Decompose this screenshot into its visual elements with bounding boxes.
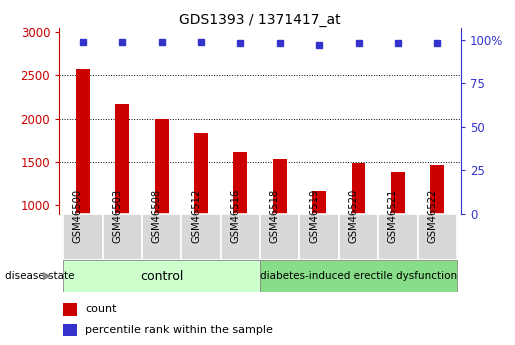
Bar (76, 69, 90, 292)
Bar (378, 214, 418, 260)
Bar (63, 324, 77, 336)
Bar (431, 165, 444, 292)
Bar (260, 214, 299, 260)
Text: control: control (140, 269, 183, 283)
Bar (418, 214, 457, 260)
Text: ▶: ▶ (43, 271, 52, 281)
Text: GSM46522: GSM46522 (427, 189, 437, 244)
Bar (260, 260, 457, 292)
Bar (194, 133, 208, 292)
Text: disease state: disease state (5, 271, 75, 281)
Bar (221, 214, 260, 260)
Bar (102, 214, 142, 260)
Title: GDS1393 / 1371417_at: GDS1393 / 1371417_at (179, 12, 341, 27)
Bar (142, 214, 181, 260)
Text: GSM46512: GSM46512 (191, 189, 201, 244)
Bar (63, 214, 102, 260)
Bar (63, 303, 77, 316)
Bar (339, 214, 378, 260)
Text: GSM46500: GSM46500 (73, 189, 83, 243)
Bar (273, 159, 287, 292)
Bar (63, 260, 260, 292)
Text: count: count (85, 304, 117, 314)
Bar (352, 163, 366, 292)
Text: percentile rank within the sample: percentile rank within the sample (85, 325, 273, 335)
Bar (115, 104, 129, 292)
Bar (154, 119, 168, 292)
Text: GSM46519: GSM46519 (309, 189, 319, 244)
Bar (233, 151, 247, 292)
Text: GSM46520: GSM46520 (349, 189, 358, 243)
Bar (312, 191, 326, 292)
Text: GSM46518: GSM46518 (270, 189, 280, 243)
Bar (391, 172, 405, 292)
Text: diabetes-induced erectile dysfunction: diabetes-induced erectile dysfunction (260, 271, 457, 281)
Text: GSM46516: GSM46516 (230, 189, 241, 244)
Text: GSM46521: GSM46521 (388, 189, 398, 244)
Bar (299, 214, 339, 260)
Text: GSM46503: GSM46503 (112, 189, 122, 243)
Bar (181, 214, 221, 260)
Text: GSM46508: GSM46508 (151, 189, 162, 243)
